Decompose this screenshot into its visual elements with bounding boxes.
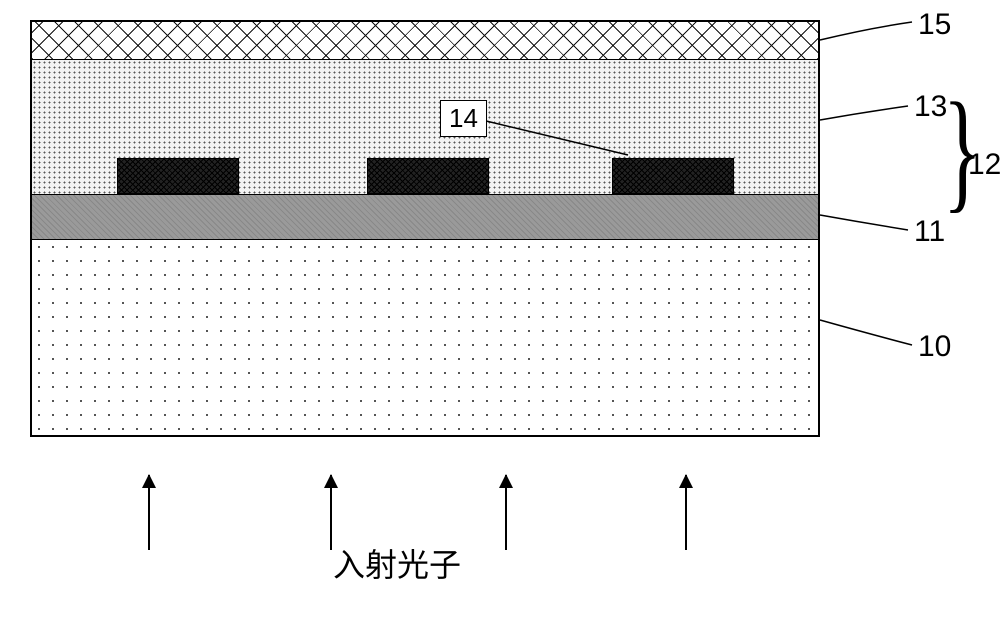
label-12: 12 [968,148,1000,182]
label-15: 15 [918,8,951,42]
leader-lines [0,0,1000,637]
label-11: 11 [914,215,945,249]
label-14-box: 14 [440,100,487,137]
label-10: 10 [918,330,951,364]
